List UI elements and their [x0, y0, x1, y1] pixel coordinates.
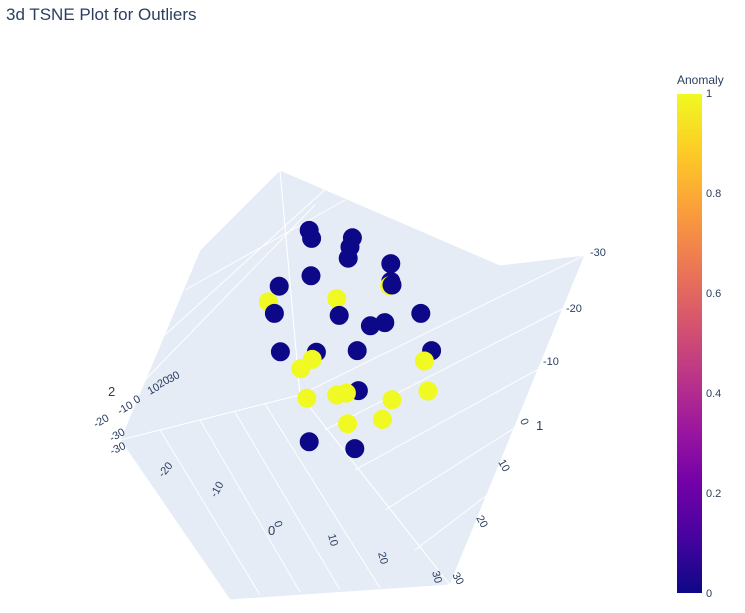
z-tick-label: 0	[132, 393, 143, 406]
colorbar-tick-label: 1	[706, 88, 712, 100]
x-tick-label: 30	[429, 570, 444, 585]
anomaly-point[interactable]	[372, 409, 392, 429]
colorbar: Anomaly 0 0.2 0.4 0.6 0.8 1	[677, 73, 724, 600]
colorbar-gradient	[677, 94, 702, 593]
normal-point[interactable]	[299, 432, 319, 452]
anomaly-point[interactable]	[418, 381, 438, 401]
y-tick-label: -30	[590, 247, 606, 259]
normal-point[interactable]	[270, 342, 290, 362]
normal-point[interactable]	[360, 316, 380, 336]
normal-point[interactable]	[269, 276, 289, 296]
z-tick-label: 20	[156, 374, 173, 391]
colorbar-tick-label: 0.6	[706, 288, 721, 300]
y-axis-title: 1	[536, 418, 543, 433]
colorbar-tick-label: 0.4	[706, 388, 721, 400]
x-axis-title: 0	[268, 523, 275, 538]
chart-title: 3d TSNE Plot for Outliers	[6, 5, 197, 24]
x-tick-label: 20	[375, 551, 390, 566]
colorbar-tick-label: 0	[706, 588, 712, 600]
anomaly-point[interactable]	[302, 349, 322, 369]
anomaly-point[interactable]	[414, 351, 434, 371]
y-axis-ticks: -30 -20 -10 0 10 20 30	[449, 247, 606, 587]
normal-point[interactable]	[347, 341, 367, 361]
x-tick-label: 0	[271, 520, 284, 529]
y-tick-label: 10	[495, 458, 512, 475]
y-tick-label: -10	[543, 356, 559, 368]
z-tick-label: -20	[92, 412, 112, 430]
normal-point[interactable]	[381, 254, 401, 274]
x-tick-label: 10	[325, 533, 340, 548]
normal-point[interactable]	[345, 439, 365, 459]
colorbar-tick-label: 0.8	[706, 188, 721, 200]
z-tick-label: 30	[166, 369, 183, 386]
normal-point[interactable]	[382, 275, 402, 295]
normal-point[interactable]	[329, 305, 349, 325]
colorbar-title: Anomaly	[677, 73, 724, 87]
scene-grid	[144, 184, 586, 596]
scatter-points	[258, 220, 442, 459]
anomaly-point[interactable]	[327, 385, 347, 405]
anomaly-point[interactable]	[382, 390, 402, 410]
y-tick-label: 0	[517, 417, 530, 427]
normal-point[interactable]	[301, 266, 321, 286]
normal-point[interactable]	[264, 303, 284, 323]
normal-point[interactable]	[302, 228, 322, 248]
colorbar-tick-label: 0.2	[706, 488, 721, 500]
anomaly-point[interactable]	[297, 388, 317, 408]
anomaly-point[interactable]	[327, 289, 347, 309]
z-tick-label: 10	[146, 381, 163, 398]
y-tick-label: 30	[449, 571, 466, 588]
normal-point[interactable]	[411, 303, 431, 323]
normal-point[interactable]	[338, 248, 358, 268]
z-axis-title: 2	[108, 384, 115, 399]
y-tick-label: 20	[473, 514, 490, 531]
anomaly-point[interactable]	[338, 414, 358, 434]
y-tick-label: -20	[566, 303, 582, 315]
